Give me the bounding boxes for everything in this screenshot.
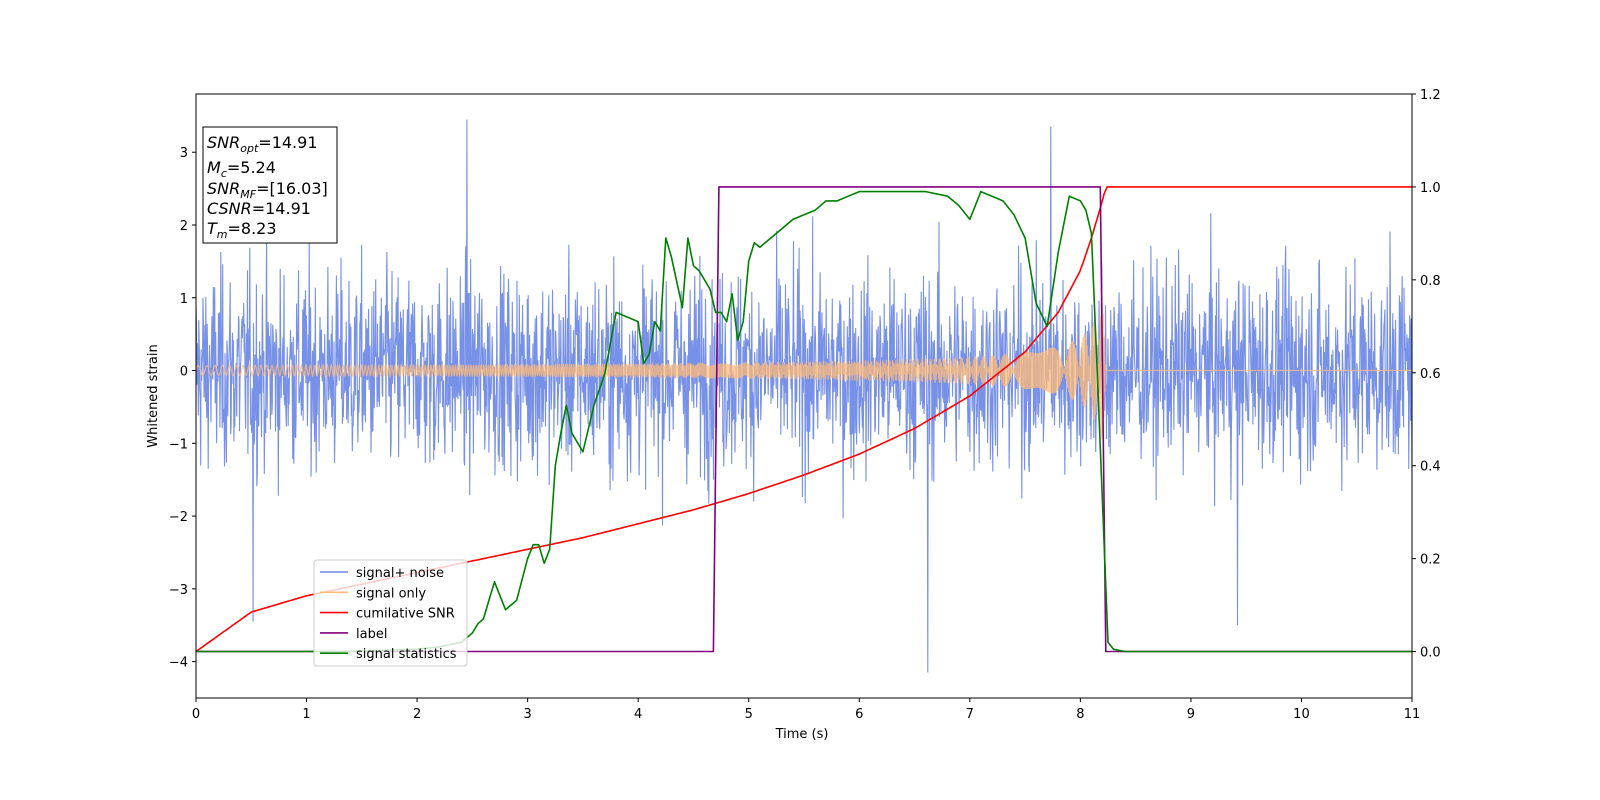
right-y-tick-label-5: 1.0 — [1420, 181, 1441, 196]
left-y-tick-label-0: −4 — [169, 656, 188, 671]
x-tick-label-0: 0 — [192, 707, 200, 722]
right-y-tick-label-2: 0.4 — [1420, 460, 1441, 475]
left-y-tick-label-2: −2 — [169, 510, 188, 525]
plot-frame — [195, 93, 1413, 699]
mc-text: Mc=5.24 — [207, 158, 276, 180]
x-tick-label-9: 9 — [1187, 707, 1195, 722]
left-y-tick-label-5: 1 — [180, 292, 188, 307]
legend-label-0: signal+ noise — [356, 566, 444, 581]
x-axis-label: Time (s) — [775, 727, 829, 742]
series-signal-noise — [196, 119, 1412, 673]
right-y-tick-label-6: 1.2 — [1420, 88, 1441, 103]
legend: signal+ noise signal only cumilative SNR la… — [313, 559, 468, 667]
left-y-tick-label-7: 3 — [180, 146, 188, 161]
series-signal-statistics — [196, 190, 1412, 653]
legend-label-4: signal statistics — [356, 647, 457, 662]
x-axis-ticks: 0 1 2 3 4 5 6 7 8 9 10 11 — [192, 698, 1420, 722]
x-tick-label-6: 6 — [855, 707, 863, 722]
csnr-text: CSNR=14.91 — [207, 199, 311, 218]
series-signal-only — [196, 302, 1412, 440]
right-y-axis-ticks: 0.0 0.2 0.4 0.6 0.8 1.0 1.2 — [1412, 88, 1441, 661]
tm-text: Tm=8.23 — [207, 219, 277, 241]
legend-label-2: cumilative SNR — [356, 607, 455, 622]
x-tick-label-3: 3 — [523, 707, 531, 722]
x-tick-label-2: 2 — [413, 707, 421, 722]
left-y-tick-label-6: 2 — [180, 219, 188, 234]
right-y-tick-label-3: 0.6 — [1420, 367, 1441, 382]
x-tick-label-4: 4 — [634, 707, 642, 722]
left-y-tick-label-1: −3 — [169, 583, 188, 598]
right-y-tick-label-1: 0.2 — [1420, 553, 1441, 568]
x-tick-label-11: 11 — [1404, 707, 1421, 722]
right-y-tick-label-0: 0.0 — [1420, 646, 1441, 661]
right-y-tick-label-4: 0.8 — [1420, 274, 1441, 289]
left-y-tick-label-4: 0 — [180, 365, 188, 380]
legend-label-3: label — [356, 627, 387, 642]
x-tick-label-5: 5 — [745, 707, 753, 722]
x-tick-label-10: 10 — [1293, 707, 1310, 722]
snr-opt-text: SNRopt=14.91 — [207, 133, 318, 155]
legend-label-1: signal only — [356, 586, 426, 601]
snr-mf-text: SNRMF=[16.03] — [207, 179, 328, 201]
left-y-tick-label-3: −1 — [169, 437, 188, 452]
x-tick-label-1: 1 — [302, 707, 310, 722]
left-y-axis-ticks: −4 −3 −2 −1 0 1 2 3 — [169, 146, 196, 671]
x-tick-label-7: 7 — [966, 707, 974, 722]
info-box: SNRopt=14.91 Mc=5.24 SNRMF=[16.03] CSNR=… — [202, 126, 338, 244]
x-tick-label-8: 8 — [1076, 707, 1084, 722]
y-axis-label: Whitened strain — [146, 344, 161, 447]
legend-box — [313, 559, 468, 667]
